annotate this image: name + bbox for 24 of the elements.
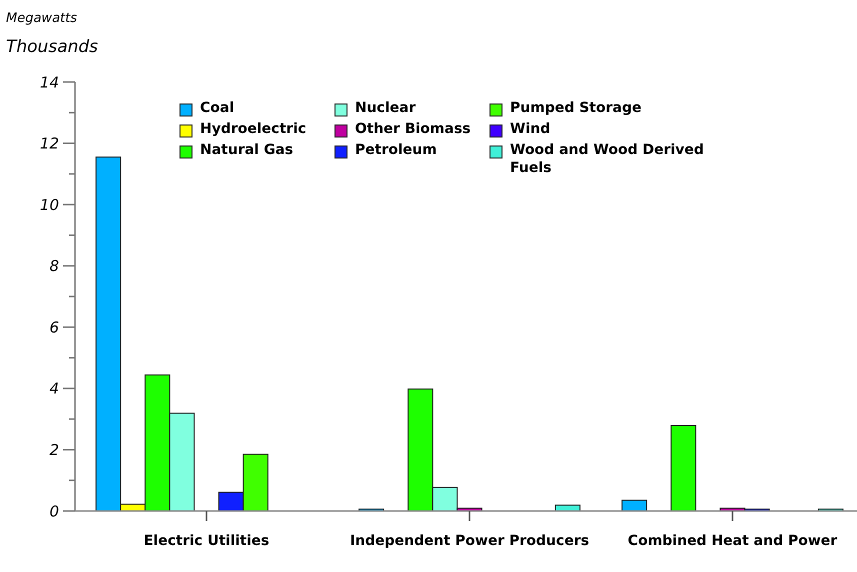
y-axis-title: Megawatts [6,11,78,26]
y-tick-label: 0 [49,502,59,520]
x-tick-label: Combined Heat and Power [628,533,838,549]
legend-label: Hydroelectric [200,121,306,137]
legend-label: Pumped Storage [510,100,642,116]
y-tick-label: 14 [40,73,59,92]
legend-label: Nuclear [355,100,416,116]
y-tick-label: 2 [49,440,59,459]
y-tick-label: 6 [49,318,59,336]
legend-label: Wood and Wood Derived Fuels [510,142,704,176]
text: Thousands [6,37,98,57]
legend-label: Natural Gas [200,142,294,158]
legend-label: Other Biomass [355,121,471,137]
legend-label: Wind [510,121,550,137]
y-tick-label: 10 [40,196,59,214]
y-tick-label: 12 [40,134,59,153]
y-tick-label: 4 [49,380,59,398]
x-tick-label: Independent Power Producers [350,533,590,549]
x-tick-label: Electric Utilities [144,533,270,549]
y-tick-label: 8 [49,257,59,276]
bar [670,425,696,512]
legend-label: Coal [200,100,234,116]
legend-label: Petroleum [355,142,437,158]
bar [622,500,648,512]
